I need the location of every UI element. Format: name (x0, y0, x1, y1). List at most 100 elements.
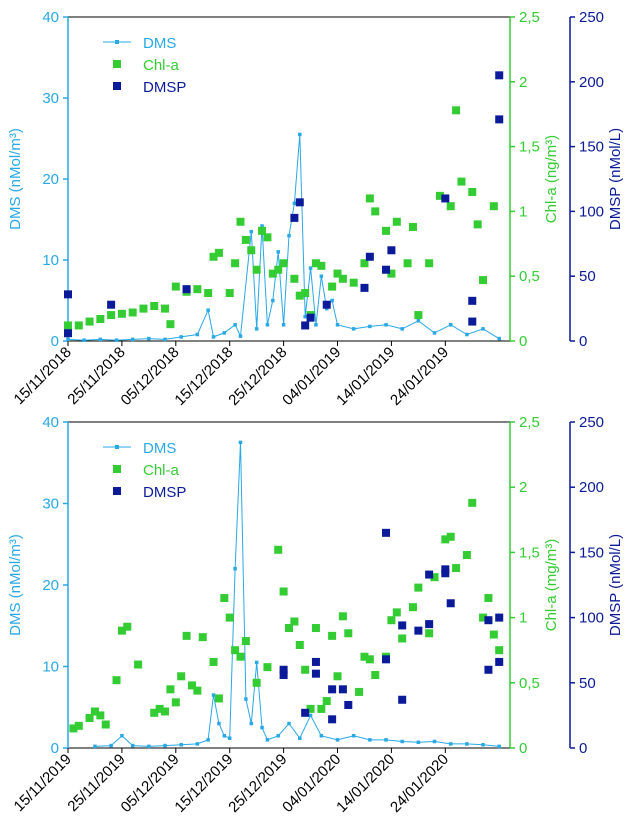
point (479, 613, 488, 622)
point (387, 616, 396, 625)
dms-marker (281, 323, 286, 327)
dms-marker (82, 338, 86, 342)
x-tick-label: 24/01/2020 (387, 751, 452, 816)
dms-marker (432, 331, 437, 335)
point (225, 613, 234, 622)
point (166, 685, 175, 694)
dms-marker (271, 298, 275, 303)
point (392, 217, 401, 226)
point (209, 657, 218, 666)
point (69, 724, 78, 733)
point (225, 289, 234, 298)
point (301, 289, 310, 298)
point (171, 282, 180, 291)
y3-tick-label: 200 (579, 479, 604, 496)
point (231, 259, 240, 268)
point (187, 681, 196, 690)
point (338, 274, 347, 283)
point (360, 652, 369, 661)
dms-marker (233, 323, 237, 327)
point (274, 265, 283, 274)
point (90, 707, 99, 716)
legend-swatch (115, 40, 119, 44)
point (468, 187, 477, 196)
dms-marker (179, 742, 183, 747)
point (306, 704, 315, 713)
dms-marker (120, 734, 124, 738)
point (301, 321, 310, 330)
point (338, 685, 347, 694)
y3-tick-label: 0 (579, 333, 587, 350)
legend-swatch (113, 465, 121, 473)
y-tick-label: 10 (42, 252, 59, 269)
dms-marker (314, 323, 318, 327)
point (155, 704, 164, 713)
y-axis-title: DMS (nMol/m³) (7, 128, 24, 230)
point (365, 655, 374, 664)
point (446, 202, 455, 211)
dms-marker (163, 337, 167, 342)
y2-tick-label: 1 (519, 610, 527, 627)
point (139, 304, 148, 313)
x-tick-label: 15/11/2018 (11, 344, 75, 408)
point (484, 616, 493, 625)
dms-marker (147, 336, 151, 341)
point (425, 570, 434, 579)
dms-marker (448, 742, 453, 746)
y2-tick-label: 0 (519, 740, 527, 757)
point (96, 711, 105, 720)
point (301, 708, 310, 717)
y2-tick-label: 0,5 (519, 268, 540, 285)
point (311, 669, 320, 678)
point (214, 248, 223, 257)
y3-tick-label: 0 (579, 740, 587, 757)
y-tick-label: 0 (51, 740, 59, 757)
legend-swatch (113, 487, 121, 495)
dms-marker (238, 334, 243, 338)
dms-marker (287, 721, 291, 726)
point (462, 551, 471, 560)
dms-marker (211, 693, 216, 697)
dms-marker (206, 738, 210, 742)
point (371, 207, 380, 216)
point (268, 269, 277, 278)
y3-tick-label: 50 (579, 675, 596, 692)
dms-marker (368, 738, 372, 742)
point (295, 291, 304, 300)
dms-marker (481, 742, 485, 747)
dms-line (94, 442, 500, 747)
point (247, 246, 256, 255)
dms-marker (448, 323, 453, 327)
point (263, 233, 272, 242)
point (96, 314, 105, 323)
legend-label: DMSP (143, 484, 186, 501)
dms-marker (217, 721, 221, 726)
dms-marker (368, 324, 372, 329)
legend-label: DMS (143, 440, 176, 457)
dms-marker (114, 338, 119, 342)
dms-marker (335, 323, 340, 327)
point (392, 608, 401, 617)
y3-tick-label: 250 (579, 9, 604, 26)
point (360, 259, 369, 268)
y3-tick-label: 200 (579, 74, 604, 91)
dms-marker (147, 744, 151, 749)
dms-marker (276, 734, 280, 738)
point (107, 300, 116, 309)
y2-tick-label: 2 (519, 74, 527, 91)
y-tick-label: 20 (42, 171, 59, 188)
dms-marker (109, 743, 113, 748)
dms-marker (465, 742, 469, 746)
point (355, 687, 364, 696)
y2-tick-label: 2,5 (519, 9, 540, 26)
dms-marker (384, 738, 388, 742)
point (457, 177, 466, 186)
dms-marker (432, 739, 437, 744)
point (468, 498, 477, 507)
point (317, 261, 326, 270)
y3-tick-label: 150 (579, 544, 604, 561)
point (387, 269, 396, 278)
y2-tick-label: 1,5 (519, 544, 540, 561)
point (123, 622, 132, 631)
point (85, 317, 94, 326)
